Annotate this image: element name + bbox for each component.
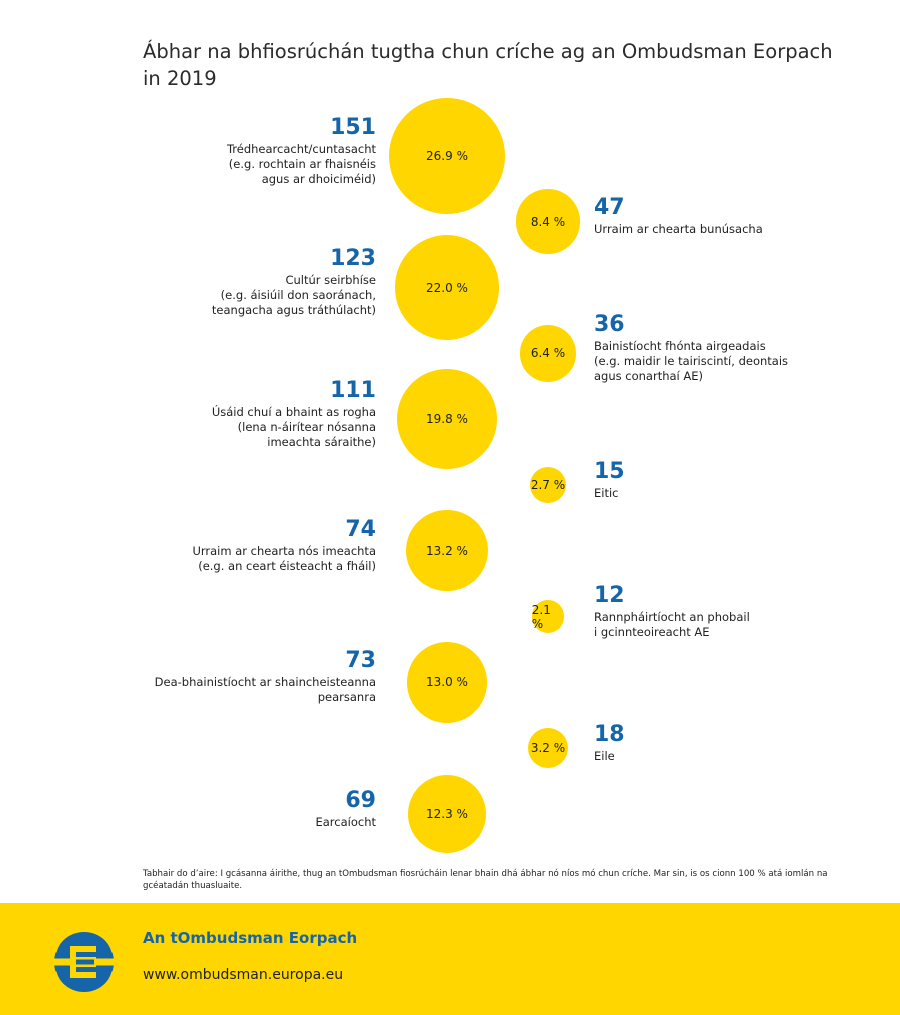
category-description: Earcaíocht: [315, 814, 376, 829]
bubble-9: 13.0 %: [406, 642, 488, 723]
category-count: 111: [330, 377, 376, 403]
category-label-group: 151 Trédhearcacht/cuntasacht (e.g. rochta…: [136, 115, 376, 187]
category-label-group: 74 Urraim ar chearta nós imeachta (e.g. a…: [136, 517, 376, 574]
category-label-group: 15 Eitic: [594, 459, 854, 501]
category-count: 69: [345, 787, 376, 813]
bubble-percent-label: 22.0 %: [426, 280, 468, 295]
bubble-3: 22.0 %: [394, 235, 500, 341]
footer-org-name: An tOmbudsman Eorpach: [143, 929, 358, 947]
footer-website-link[interactable]: www.ombudsman.europa.eu: [143, 967, 344, 983]
category-description: Úsáid chuí a bhaint as rogha (lena n-áir…: [211, 404, 376, 449]
category-count: 36: [594, 311, 625, 337]
category-description: Trédhearcacht/cuntasacht (e.g. rochtain …: [226, 141, 376, 186]
bubble-1: 26.9 %: [389, 98, 505, 214]
euro-ombudsman-logo-icon: [52, 930, 116, 994]
bubble-2: 8.4 %: [515, 189, 581, 255]
category-description: Cultúr seirbhíse (e.g. áisiúil don saorá…: [211, 273, 376, 318]
bubble-percent-label: 2.7 %: [530, 477, 566, 492]
category-description: Rannpháirtíocht an phobail i gcinnteoire…: [594, 609, 750, 639]
category-count: 15: [594, 458, 625, 484]
category-label-group: 47 Urraim ar chearta bunúsacha: [594, 195, 854, 237]
bubble-11: 12.3 %: [407, 774, 487, 854]
category-label-group: 111 Úsáid chuí a bhaint as rogha (lena n-…: [136, 378, 376, 450]
category-description: Urraim ar chearta nós imeachta (e.g. an …: [192, 543, 376, 573]
category-count: 12: [594, 582, 625, 608]
category-label-group: 36 Bainistíocht fhónta airgeadais (e.g. m…: [594, 312, 854, 384]
bubble-percent-label: 2.1 %: [531, 602, 551, 631]
bubble-5: 19.8 %: [397, 369, 497, 469]
category-label-group: 73 Dea-bhainistíocht ar shaincheisteanna …: [136, 648, 376, 705]
bubble-percent-label: 13.2 %: [426, 543, 468, 558]
bubble-percent-label: 3.2 %: [530, 741, 566, 756]
footer: An tOmbudsman Eorpach www.ombudsman.euro…: [0, 903, 900, 1015]
bubble-7: 13.2 %: [406, 510, 488, 592]
category-count: 74: [345, 516, 376, 542]
category-description: Bainistíocht fhónta airgeadais (e.g. mai…: [594, 338, 789, 383]
bubble-percent-label: 26.9 %: [426, 149, 468, 163]
bubble-percent-label: 6.4 %: [530, 346, 566, 361]
bubble-10: 3.2 %: [527, 728, 568, 769]
footnote: Tabhair do d’aire: I gcásanna áirithe, t…: [143, 869, 828, 891]
bubble-chart: 26.9 % 151 Trédhearcacht/cuntasacht (e.g. …: [136, 98, 854, 854]
bubble-percent-label: 8.4 %: [530, 214, 566, 229]
category-label-group: 69 Earcaíocht: [136, 788, 376, 830]
bubble-percent-label: 13.0 %: [426, 675, 468, 690]
bubble-percent-label: 12.3 %: [426, 806, 468, 821]
category-description: Urraim ar chearta bunúsacha: [594, 222, 763, 237]
category-label-group: 123 Cultúr seirbhíse (e.g. áisiúil don sa…: [136, 246, 376, 318]
bubble-4: 6.4 %: [519, 325, 577, 382]
category-count: 123: [330, 246, 376, 272]
bubble-percent-label: 19.8 %: [426, 412, 468, 427]
category-count: 18: [594, 721, 625, 747]
category-label-group: 12 Rannpháirtíocht an phobail i gcinnteoi…: [594, 583, 854, 640]
category-description: Eile: [594, 748, 615, 763]
category-description: Eitic: [594, 485, 619, 500]
category-count: 73: [345, 648, 376, 674]
category-label-group: 18 Eile: [594, 722, 854, 764]
bubble-8: 2.1 %: [531, 600, 565, 633]
chart-title: Ábhar na bhfiosrúchán tugtha chun críche…: [143, 40, 833, 90]
category-description: Dea-bhainistíocht ar shaincheisteanna pe…: [154, 675, 376, 705]
bubble-6: 2.7 %: [529, 466, 567, 504]
category-count: 47: [594, 195, 625, 221]
category-count: 151: [330, 114, 376, 140]
